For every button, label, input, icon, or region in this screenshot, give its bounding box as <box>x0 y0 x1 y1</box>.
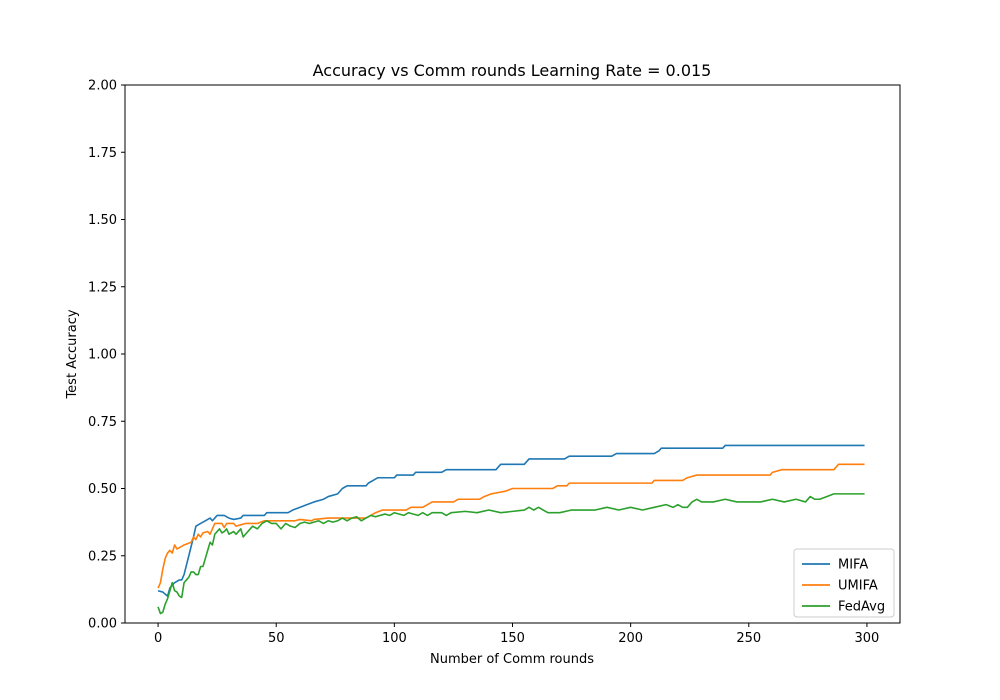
y-tick-label: 1.25 <box>88 280 117 295</box>
series-line-mifa <box>157 444 865 597</box>
series-line-fedavg <box>157 493 865 615</box>
x-tick-label: 0 <box>154 631 162 646</box>
legend-label-mifa: MIFA <box>838 558 868 573</box>
legend-label-fedavg: FedAvg <box>838 600 885 615</box>
y-tick-label: 1.50 <box>88 213 117 228</box>
x-tick-label: 100 <box>382 631 407 646</box>
legend: MIFA UMIFA FedAvg <box>793 548 895 618</box>
y-axis-label: Test Accuracy <box>65 309 80 399</box>
y-tick-label: 1.00 <box>88 348 117 363</box>
y-tick-label: 2.00 <box>88 79 117 94</box>
y-tick-label: 0.25 <box>88 549 117 564</box>
legend-box <box>793 548 895 618</box>
y-axis: 0.00 0.25 0.50 0.75 1.00 1.25 1.50 1.75 2.00 <box>88 79 125 632</box>
legend-label-umifa: UMIFA <box>838 579 878 594</box>
x-tick-label: 300 <box>855 631 880 646</box>
y-tick-label: 0.50 <box>88 482 117 497</box>
x-axis: 0 50 100 150 200 250 300 <box>154 623 879 646</box>
y-tick-label: 0.75 <box>88 415 117 430</box>
x-tick-label: 150 <box>500 631 525 646</box>
x-tick-label: 200 <box>618 631 643 646</box>
y-tick-label: 0.00 <box>88 617 117 632</box>
x-axis-label: Number of Comm rounds <box>430 652 594 667</box>
series-line-umifa <box>157 463 865 589</box>
y-tick-label: 1.75 <box>88 146 117 161</box>
x-tick-label: 50 <box>268 631 285 646</box>
x-tick-label: 250 <box>736 631 761 646</box>
chart-title: Accuracy vs Comm rounds Learning Rate = … <box>313 61 712 80</box>
plot-area <box>157 444 865 615</box>
